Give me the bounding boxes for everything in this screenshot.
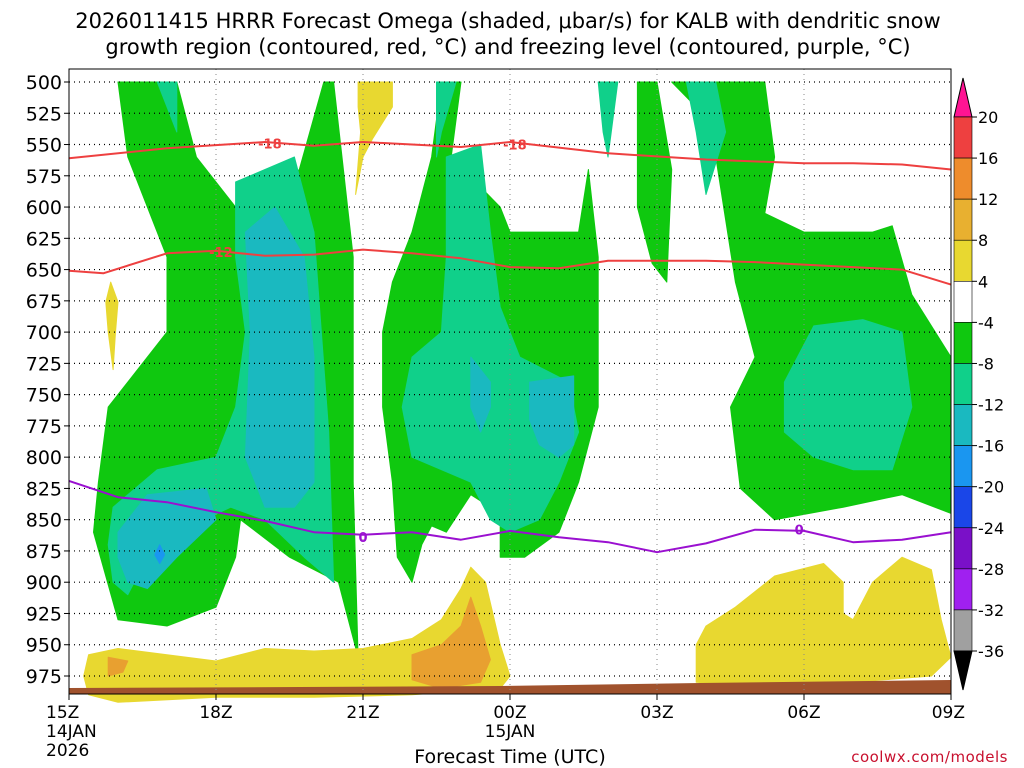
y-axis-pressure: 500 525 550 575 600 625 650 675 700 725 750 775 800 8… [26, 72, 69, 688]
colorbar-label-3: 8 [978, 231, 988, 250]
colorbar-label-12: -32 [978, 601, 1004, 620]
x-tick-year-label: 2026 [46, 741, 89, 761]
contour-line-1 [68, 248, 952, 286]
omega-region-blue_le_-16-0 [154, 544, 166, 564]
colorbar-segment-4 [953, 281, 973, 323]
colorbar-segment-6 [953, 363, 973, 405]
contour-line-2 [68, 479, 952, 554]
colorbar-segment-11 [953, 568, 973, 611]
contour-label-3: 0 [358, 531, 367, 546]
x-axis-title: Forecast Time (UTC) [414, 746, 605, 768]
colorbar-label-7: -12 [978, 396, 1004, 415]
omega-region-cyan_le_-12-1 [117, 487, 217, 589]
x-tick-sublabel-0: 14JAN [46, 722, 97, 742]
x-tick-label-00Z: 00Z [493, 703, 526, 723]
x-tick-label-18Z: 18Z [199, 703, 232, 723]
grid-lines [69, 69, 951, 694]
colorbar-label-0: 20 [978, 108, 998, 127]
colorbar-segment-7 [953, 404, 973, 446]
x-tick-label-21Z: 21Z [346, 703, 379, 723]
omega-region-teal_le_-8-3 [401, 144, 580, 533]
y-tick-label-850: 850 [26, 510, 62, 532]
y-tick-label-625: 625 [26, 228, 62, 250]
y-tick-label-875: 875 [26, 541, 62, 563]
y-tick-label-600: 600 [26, 197, 62, 219]
colorbar-legend: 20 16 12 8 4 -4 -8 -12 -16 -20 -24 -28 -32 -36 [953, 77, 1004, 691]
contour-line-0 [68, 141, 952, 171]
y-tick-label-575: 575 [26, 166, 62, 188]
omega-region-green_le_-4-2 [636, 81, 673, 283]
colorbar-segment-5 [953, 322, 973, 364]
colorbar-bottom-arrow [953, 650, 973, 691]
colorbar-label-1: 16 [978, 149, 998, 168]
y-tick-label-775: 775 [26, 416, 62, 438]
colorbar-segment-2 [953, 198, 973, 241]
omega-region-yellow_ge_4-0 [355, 81, 393, 195]
y-tick-label-950: 950 [26, 635, 62, 657]
y-tick-label-700: 700 [26, 322, 62, 344]
y-tick-label-975: 975 [26, 666, 62, 688]
omega-region-cyan_le_-12-2 [470, 356, 491, 433]
colorbar-label-6: -8 [978, 354, 994, 373]
colorbar-segment-0 [953, 116, 973, 159]
colorbar-label-11: -28 [978, 560, 1004, 579]
y-tick-label-825: 825 [26, 478, 62, 500]
omega-shading [83, 81, 952, 703]
omega-region-teal_le_-8-0 [156, 81, 178, 133]
x-tick-label-03Z: 03Z [640, 703, 673, 723]
y-tick-label-900: 900 [26, 572, 62, 594]
colorbar-label-10: -24 [978, 519, 1004, 538]
colorbar-label-2: 12 [978, 190, 998, 209]
colorbar-segment-12 [953, 609, 973, 652]
plot-area: -18 -18 -12 0 0 [68, 68, 952, 703]
colorbar-segment-9 [953, 486, 973, 529]
y-tick-label-675: 675 [26, 291, 62, 313]
y-tick-label-650: 650 [26, 260, 62, 282]
contour-labels: -18 -18 -12 0 0 [209, 137, 803, 546]
contour-label-4: 0 [795, 524, 804, 539]
credit-text[interactable]: coolwx.com/models [851, 748, 1008, 766]
y-tick-label-800: 800 [26, 447, 62, 469]
chart-title-line2: growth region (contoured, red, °C) and f… [105, 35, 910, 59]
colorbar-label-8: -16 [978, 437, 1004, 456]
x-tick-sublabel-3: 15JAN [485, 722, 536, 742]
colorbar-segment-3 [953, 239, 973, 282]
y-tick-label-725: 725 [26, 353, 62, 375]
x-tick-label-06Z: 06Z [787, 703, 820, 723]
y-tick-label-500: 500 [26, 72, 62, 94]
contour-label-0: -18 [258, 137, 282, 152]
y-tick-label-550: 550 [26, 135, 62, 157]
contour-lines [68, 141, 952, 554]
ground-terrain [69, 680, 951, 694]
colorbar-segment-10 [953, 527, 973, 570]
omega-region-cyan_le_-12-0 [244, 206, 315, 508]
colorbar-label-13: -36 [978, 642, 1004, 661]
ground-strip [69, 680, 951, 694]
omega-region-teal_le_-8-5 [685, 81, 727, 195]
x-tick-label-09Z: 09Z [932, 703, 965, 723]
colorbar-label-5: -4 [978, 313, 994, 332]
chart-title-line1: 2026011415 HRRR Forecast Omega (shaded, … [75, 9, 940, 33]
colorbar-top-arrow [953, 77, 973, 118]
y-tick-label-925: 925 [26, 603, 62, 625]
contour-label-2: -12 [209, 246, 233, 261]
colorbar-segment-8 [953, 445, 973, 487]
colorbar-segment-1 [953, 157, 973, 200]
x-tick-label-15Z: 15Z [46, 703, 79, 723]
omega-region-yellow_ge_4-1 [105, 281, 119, 371]
omega-region-orange_ge_8-0 [411, 596, 491, 689]
y-tick-label-750: 750 [26, 385, 62, 407]
omega-region-yellow_ge_4-2 [83, 566, 511, 703]
omega-region-orange_ge_8-1 [107, 656, 129, 677]
omega-region-teal_le_-8-4 [597, 81, 619, 158]
contour-label-1: -18 [503, 139, 527, 154]
omega-region-yellow_ge_4-3 [695, 556, 952, 689]
omega-region-teal_le_-8-6 [783, 319, 913, 471]
colorbar-label-4: 4 [978, 272, 988, 291]
colorbar-label-9: -20 [978, 478, 1004, 497]
y-tick-label-525: 525 [26, 103, 62, 125]
